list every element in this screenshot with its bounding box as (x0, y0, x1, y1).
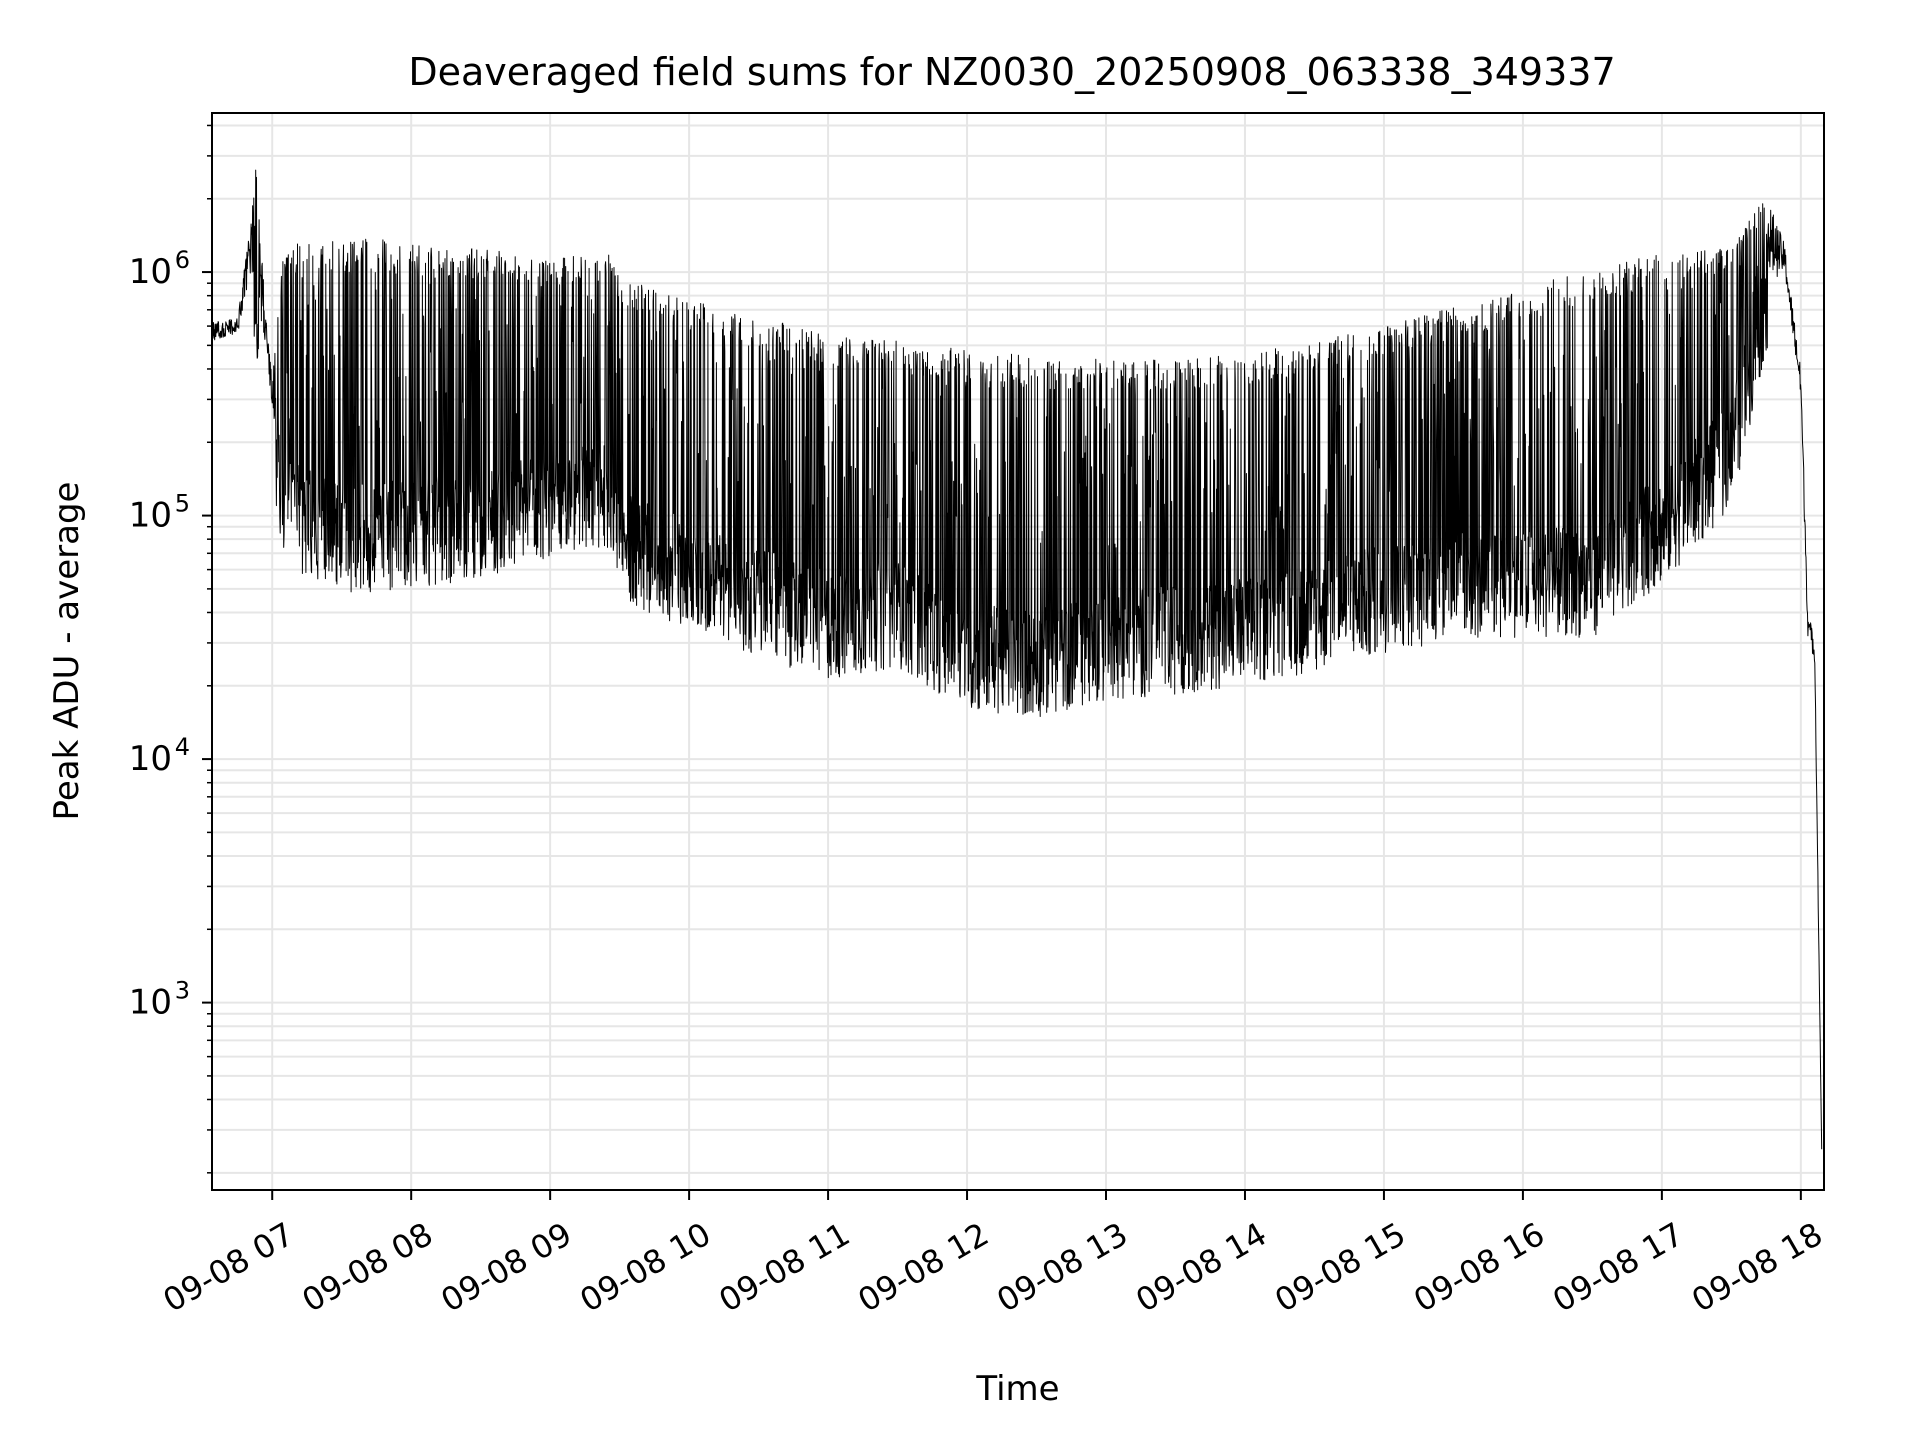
y-tick-exponent: 3 (175, 977, 190, 1005)
x-tick-label: 09-08 17 (1546, 1215, 1690, 1320)
x-tick-label: 09-08 11 (712, 1215, 856, 1320)
x-tick-label: 09-08 10 (574, 1215, 718, 1320)
y-tick-label: 10 (129, 252, 172, 292)
x-tick-label: 09-08 14 (1129, 1215, 1273, 1320)
y-tick-label: 10 (129, 496, 172, 536)
series-line (212, 169, 1823, 1150)
y-tick-base: 10 (129, 983, 172, 1023)
x-tick-label: 09-08 12 (851, 1215, 995, 1320)
grid (212, 113, 1824, 1190)
x-tick-label: 09-08 08 (296, 1215, 440, 1320)
y-tick-base: 10 (129, 496, 172, 536)
y-tick-label: 10 (129, 739, 172, 779)
x-tick-label: 09-08 15 (1268, 1215, 1412, 1320)
x-axis-label: Time (975, 1369, 1059, 1409)
y-axis-label: Peak ADU - average (47, 482, 87, 821)
y-tick-label: 10 (129, 983, 172, 1023)
x-tick-label: 09-08 16 (1407, 1215, 1551, 1320)
chart-title: Deaveraged field sums for NZ0030_2025090… (408, 50, 1615, 94)
y-tick-exponent: 6 (175, 246, 190, 274)
x-tick-label: 09-08 07 (157, 1215, 301, 1320)
y-tick-exponent: 5 (175, 490, 190, 518)
x-tick-label: 09-08 13 (990, 1215, 1134, 1320)
axes-frame (211, 112, 1825, 1191)
y-tick-base: 10 (129, 739, 172, 779)
y-tick-base: 10 (129, 252, 172, 292)
y-tick-exponent: 4 (175, 733, 190, 761)
plot-area (212, 169, 1823, 1150)
x-tick-label: 09-08 09 (435, 1215, 579, 1320)
x-tick-label: 09-08 18 (1685, 1215, 1829, 1320)
